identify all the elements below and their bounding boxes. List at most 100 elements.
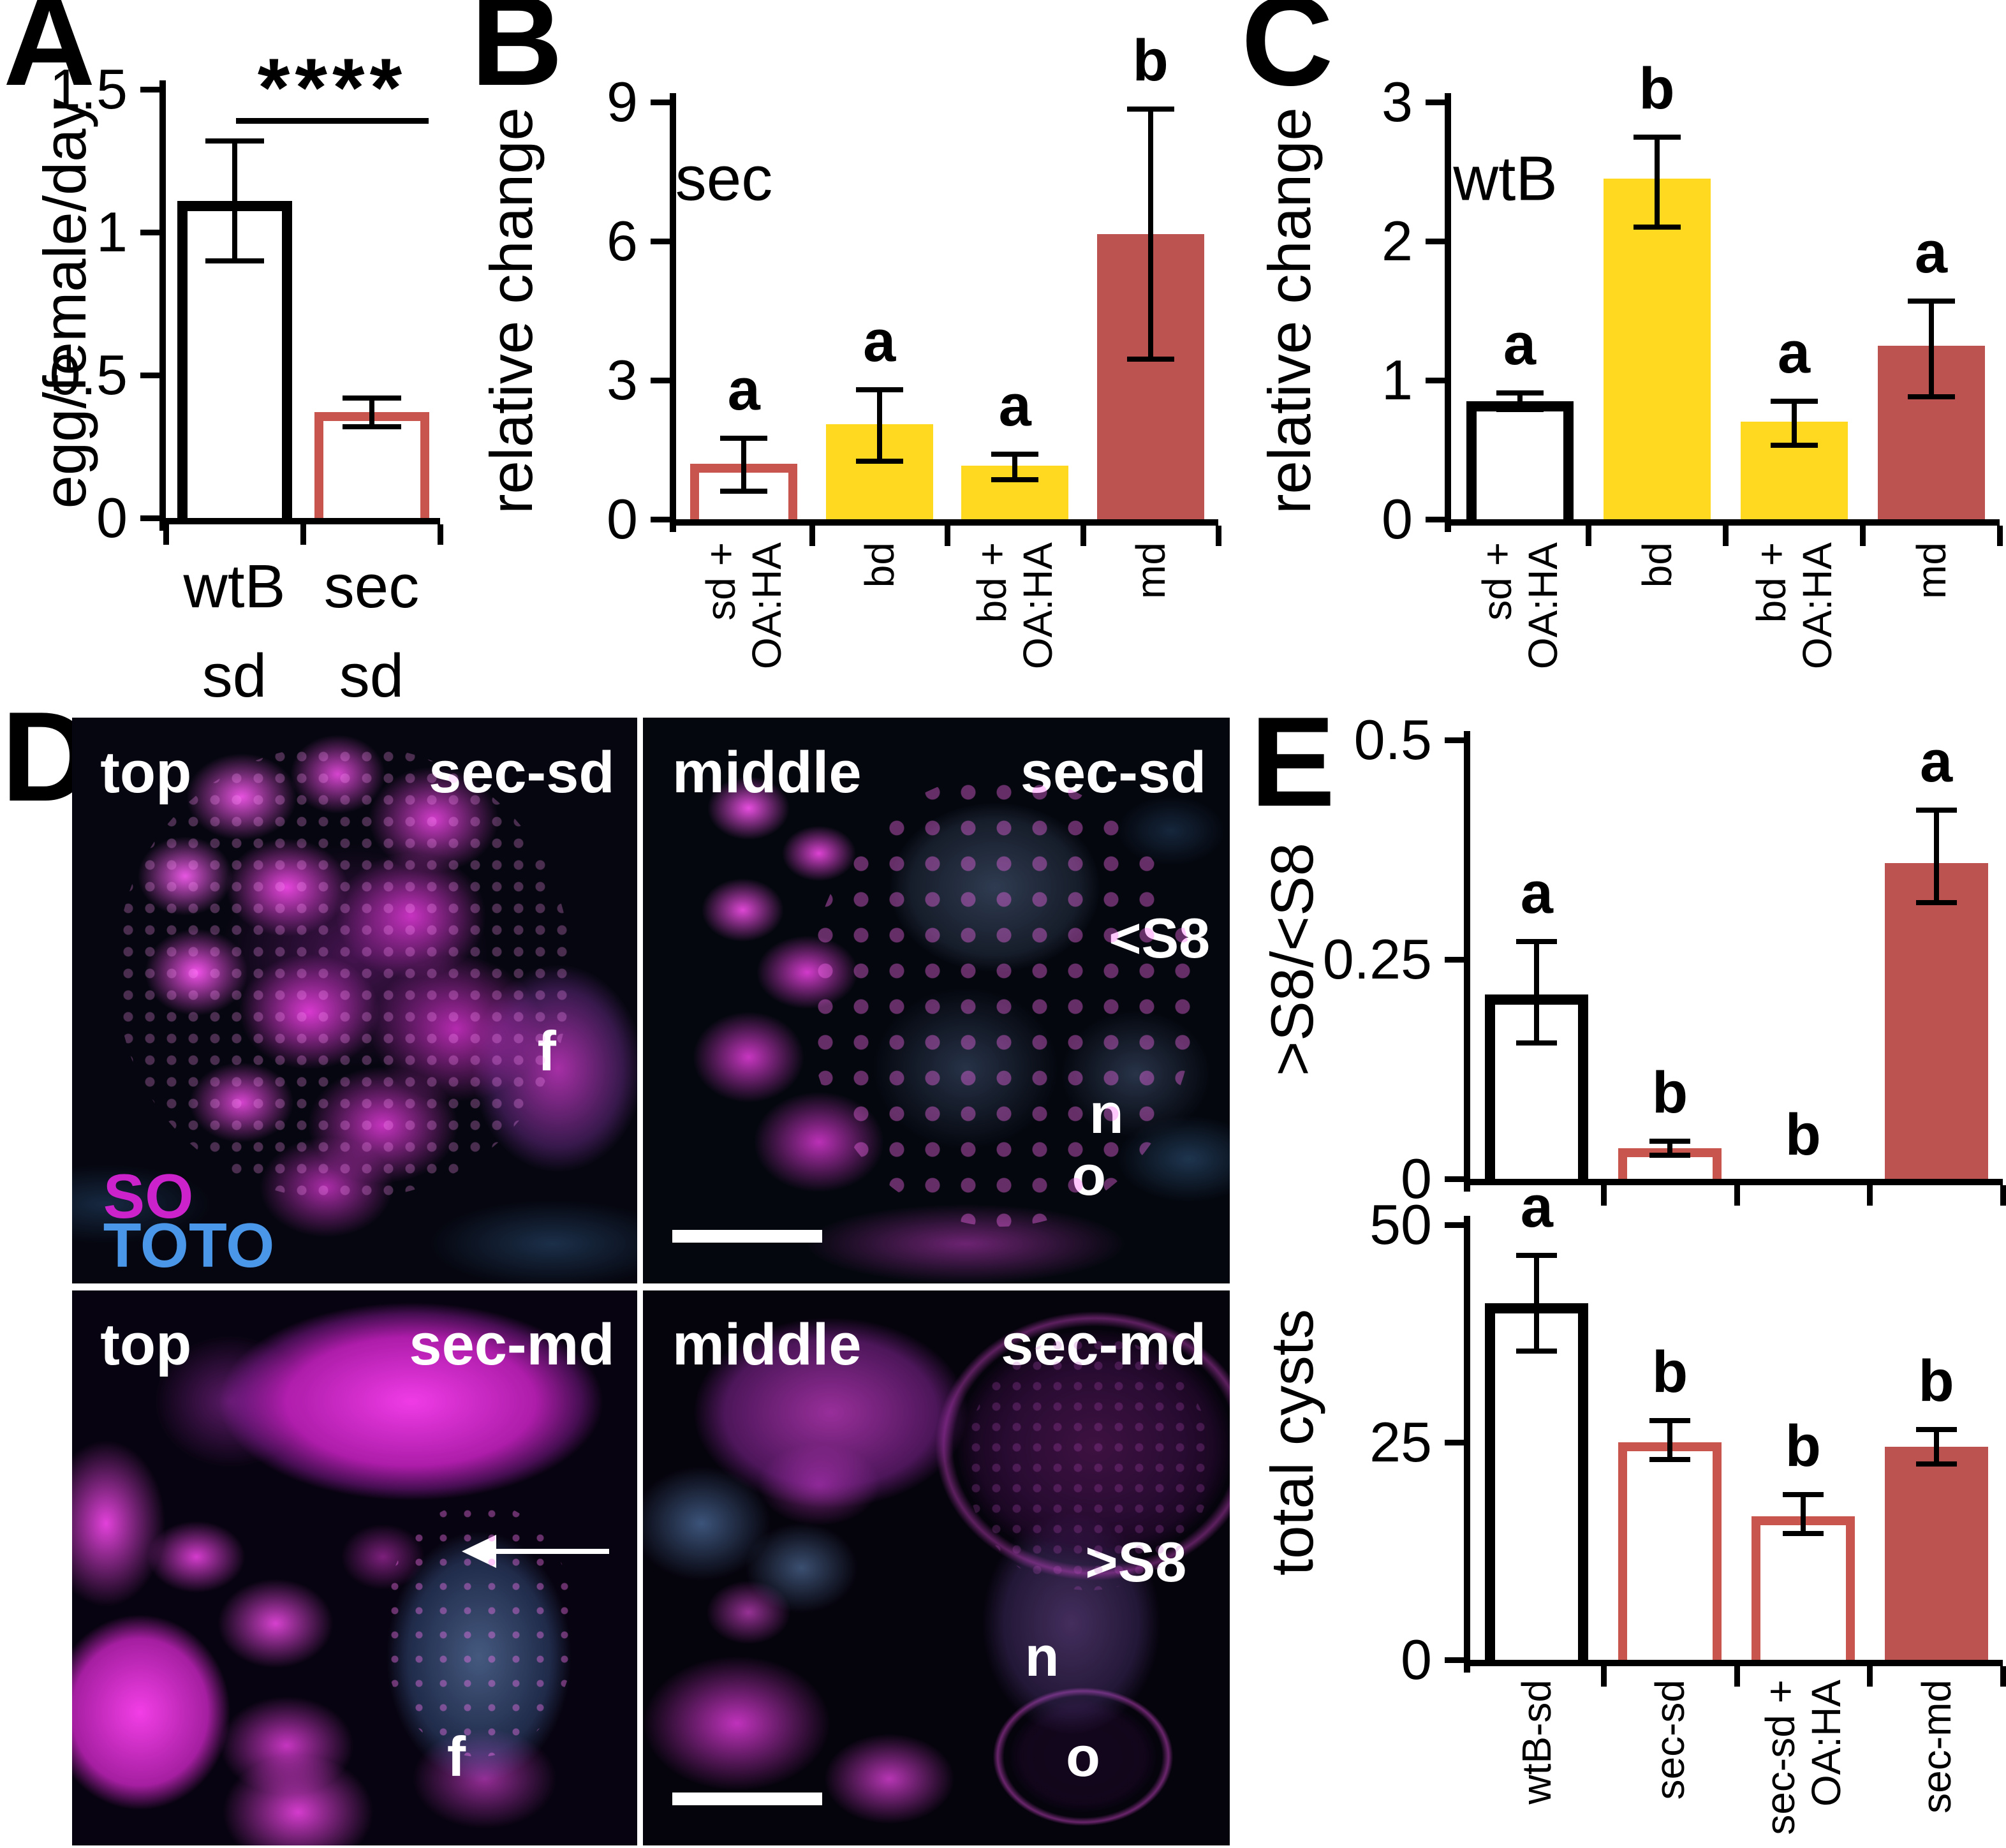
bar <box>1485 1303 1589 1660</box>
error-cap-bottom <box>1516 1040 1558 1046</box>
x-axis <box>1464 1660 2003 1666</box>
error-bar <box>1654 137 1660 228</box>
chart-total-cysts: 0 25 50 total cysts a b b b wtB-sd sec-sd sec-sd +… <box>1250 1178 2006 1848</box>
panel-label-c: C <box>1241 0 1334 112</box>
view-label: middle <box>672 1312 862 1378</box>
y-axis-label: egg/female/day <box>31 98 98 509</box>
significance-letter: a <box>1914 219 1948 285</box>
error-cap-bottom <box>1126 357 1174 362</box>
error-cap-top <box>1496 390 1544 395</box>
significance-letter: b <box>1652 1060 1688 1125</box>
error-cap-bottom <box>1496 406 1544 412</box>
y-tick <box>1445 957 1464 963</box>
error-cap-top <box>720 435 768 441</box>
x-category-label: wtB sd <box>183 552 286 710</box>
error-bar <box>369 397 374 427</box>
significance-letter: b <box>1652 1339 1688 1405</box>
x-category-label: sec sd <box>323 552 420 710</box>
error-bar <box>232 140 237 261</box>
error-bar <box>1791 401 1797 446</box>
x-tick <box>1586 526 1591 546</box>
x-category-label: bd <box>1634 542 1680 588</box>
genotype-label: sec-md <box>1001 1312 1207 1378</box>
y-tick-label: 3 <box>1382 70 1413 133</box>
error-bar <box>1800 1494 1806 1534</box>
y-axis <box>1445 93 1451 532</box>
y-tick <box>140 87 159 92</box>
x-tick <box>1600 1185 1607 1206</box>
error-cap-top <box>205 138 264 144</box>
genotype-label: sec-md <box>409 1312 615 1378</box>
x-tick <box>945 526 950 546</box>
error-cap-bottom <box>1782 1531 1824 1537</box>
stain-label-toto: TOTO <box>103 1209 275 1280</box>
chart-egg-per-female-per-day: 0 0.5 1 1.5 egg/female/day wtB sd sec sd **** <box>31 32 459 714</box>
x-tick <box>1860 526 1866 546</box>
y-tick <box>1426 517 1445 522</box>
y-tick <box>140 230 159 235</box>
annotation-n: n <box>1024 1625 1059 1689</box>
error-bar <box>1667 1141 1673 1155</box>
error-bar <box>876 389 882 462</box>
significance-line <box>236 117 429 124</box>
error-bar <box>1534 942 1540 1043</box>
y-tick-label: 0.5 <box>49 343 128 406</box>
x-tick <box>809 526 815 546</box>
significance-letter: a <box>863 308 896 374</box>
y-tick-label: 6 <box>607 209 638 272</box>
annotation-s8: >S8 <box>1085 1530 1187 1594</box>
bar <box>1466 401 1574 519</box>
significance-letter: b <box>1918 1348 1954 1414</box>
x-category-label: sec-sd + OA:HA <box>1757 1680 1849 1835</box>
chart-relative-change-wtb: 0 1 2 3 relative change wtB a b a a sd + OA:HA bd bd… <box>1250 32 2006 714</box>
x-axis <box>1464 1179 2003 1185</box>
y-tick-label: 9 <box>607 70 638 133</box>
y-axis-label: relative change <box>478 107 545 514</box>
chart-s8-ratio: 0 0.25 0.5 >S8/<S8 a b b a <box>1250 708 2006 1210</box>
error-cap-top <box>1915 1426 1957 1432</box>
significance-letter: b <box>1132 27 1169 93</box>
y-axis <box>670 93 676 532</box>
error-cap-top <box>342 395 401 401</box>
y-tick <box>651 517 670 522</box>
y-axis <box>1464 1216 1470 1673</box>
genotype-label: sec-sd <box>1020 739 1207 805</box>
y-tick <box>140 373 159 378</box>
x-tick <box>1723 526 1729 546</box>
y-tick <box>651 239 670 244</box>
significance-letter: a <box>727 357 760 422</box>
bar <box>1603 178 1711 519</box>
error-cap-top <box>1126 106 1174 112</box>
error-cap-top <box>1770 398 1818 404</box>
error-cap-bottom <box>1915 899 1957 905</box>
x-tick <box>1867 1185 1873 1206</box>
y-tick-label: 50 <box>1369 1193 1432 1256</box>
x-category-label: bd + OA:HA <box>1748 542 1840 670</box>
x-axis <box>1445 519 2000 526</box>
y-tick-label: 2 <box>1382 209 1413 272</box>
chart-relative-change-sec: 0 3 6 9 relative change sec a a a b sd + OA:HA bd bd… <box>472 27 1225 714</box>
y-tick-label: 0 <box>96 486 128 549</box>
error-cap-bottom <box>342 424 401 429</box>
x-category-label: sd + OA:HA <box>1473 542 1566 670</box>
error-cap-top <box>1649 1138 1691 1144</box>
error-bar <box>1928 300 1934 397</box>
y-tick <box>1445 1222 1464 1228</box>
x-category-label: bd <box>856 542 903 588</box>
x-tick <box>2000 1666 2006 1687</box>
error-bar <box>1933 810 1939 903</box>
significance-letter: b <box>1785 1413 1821 1479</box>
micrograph-middle-sec-md: middle sec-md >S8 n o <box>643 1290 1230 1845</box>
x-category-label: md <box>1127 542 1174 599</box>
error-cap-top <box>1915 808 1957 813</box>
error-cap-bottom <box>720 489 768 494</box>
y-tick-label: 0 <box>1401 1628 1432 1691</box>
genotype-label: sec-sd <box>429 739 615 805</box>
error-bar <box>1147 108 1153 360</box>
x-tick <box>1734 1185 1740 1206</box>
error-cap-bottom <box>1770 443 1818 448</box>
y-tick <box>1426 239 1445 244</box>
annotation-o: o <box>1066 1724 1100 1788</box>
x-tick <box>1080 526 1086 546</box>
